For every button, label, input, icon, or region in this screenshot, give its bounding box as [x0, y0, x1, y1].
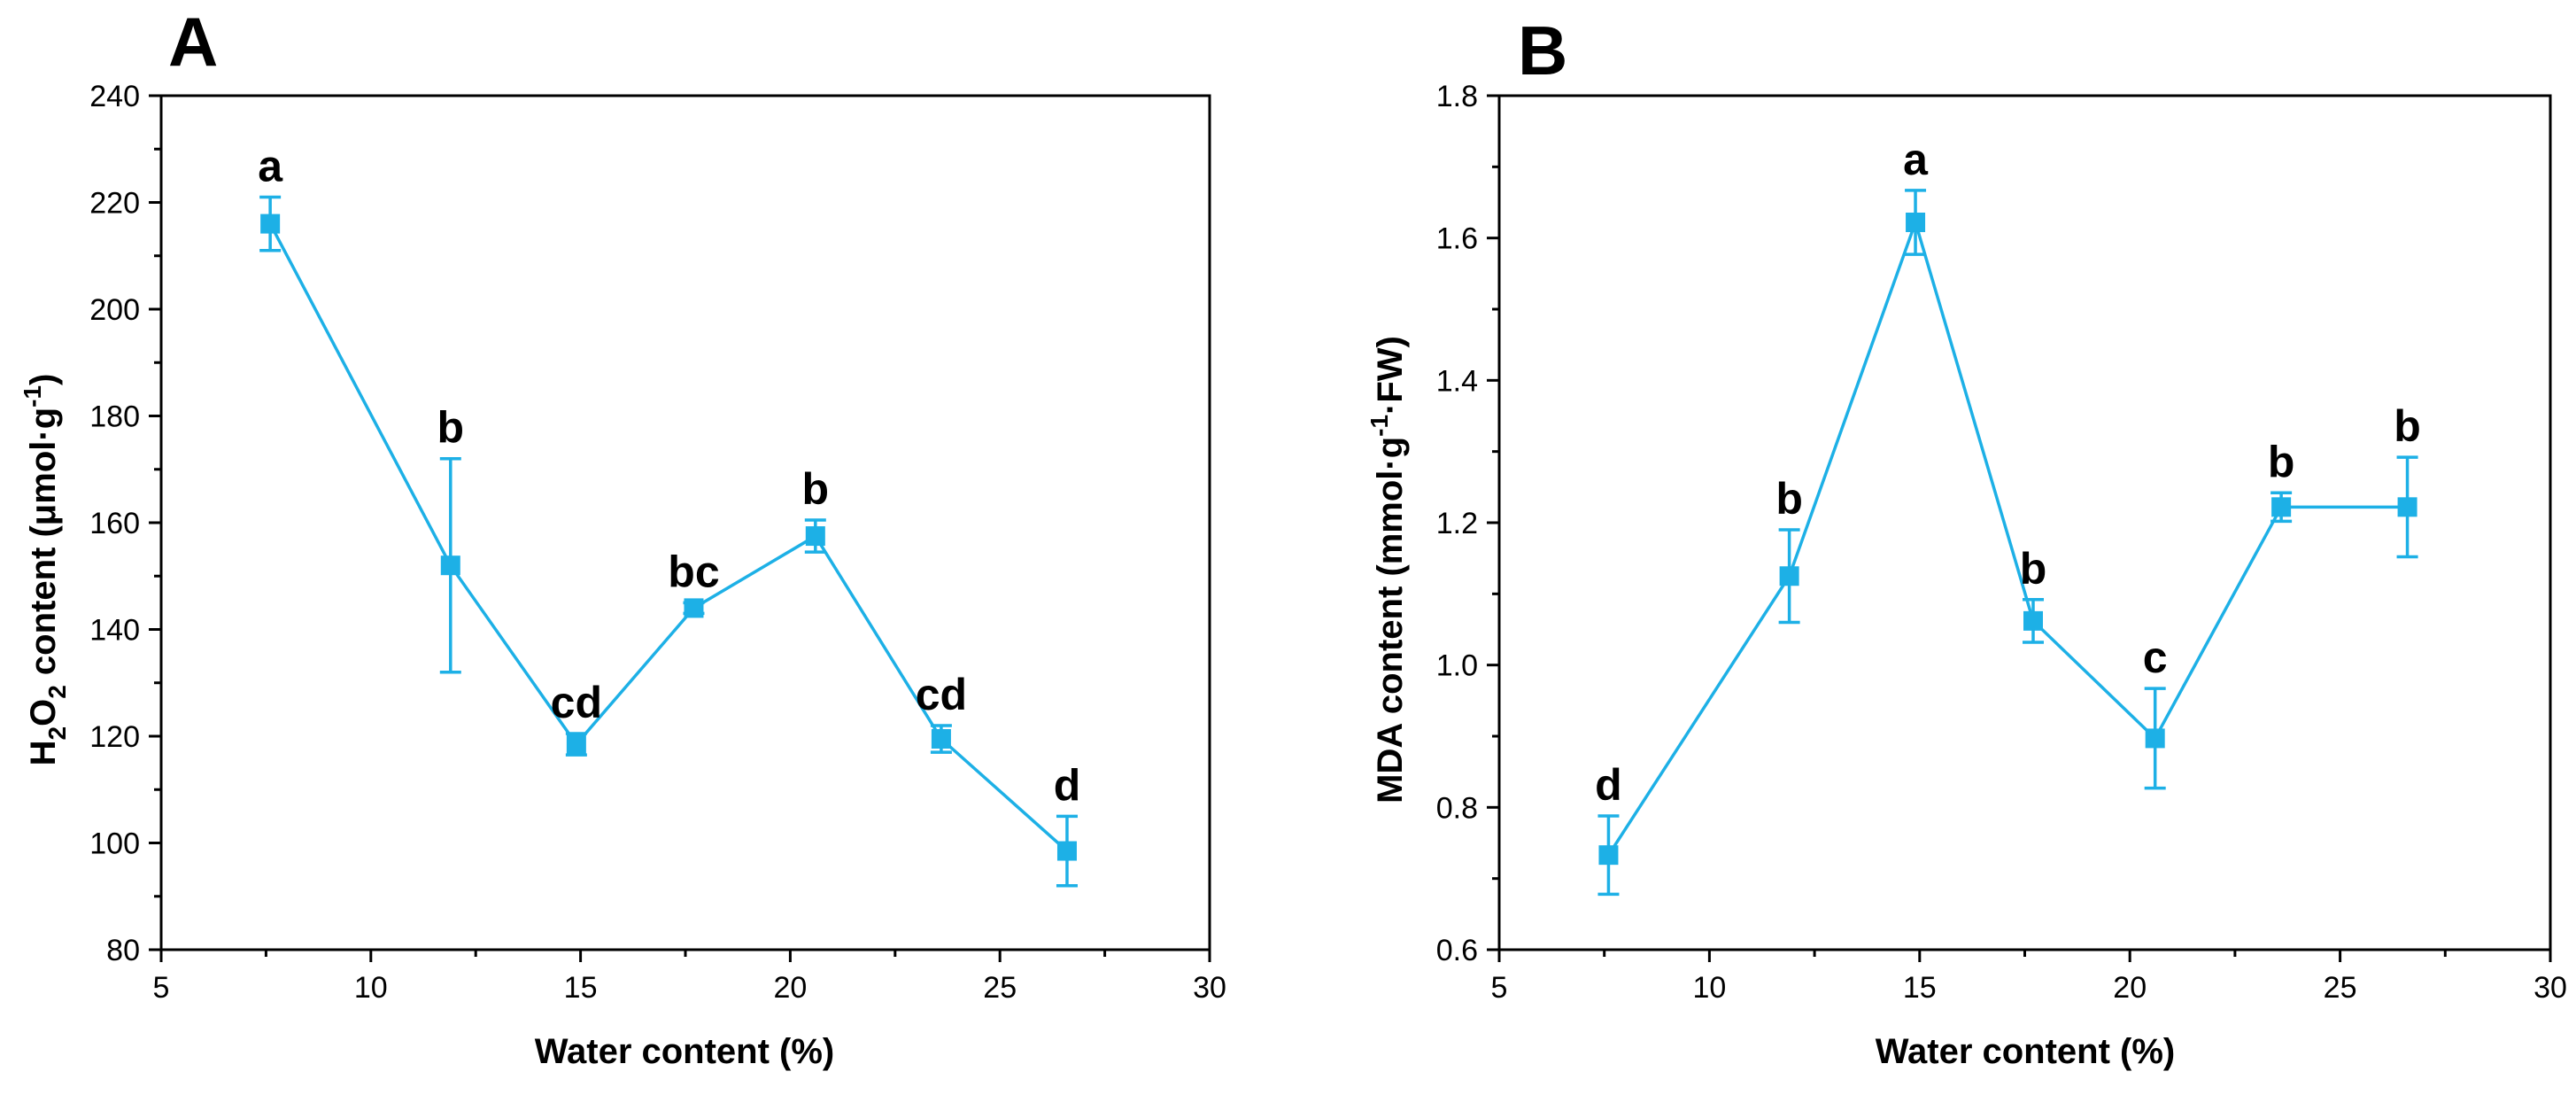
x-tick-label-pa: 5: [153, 971, 170, 1005]
x-tick-label-pb: 25: [2324, 971, 2357, 1005]
data-point-pa: [440, 555, 460, 576]
significance-label-pa: b: [437, 403, 465, 453]
y-title-b-sup: -1: [1365, 415, 1393, 437]
data-point-pa: [684, 598, 704, 618]
data-point-pb: [2023, 610, 2043, 631]
plot-area-a: 5 10 15 20 25 3080100120140160180200220240abc…: [89, 80, 1226, 1005]
plot-frame-pa: [159, 94, 1211, 951]
x-tick-label-pa: 25: [983, 971, 1017, 1005]
significance-label-pb: c: [2143, 633, 2168, 682]
significance-label-pa: cd: [916, 670, 967, 719]
x-tick-label-pb: 20: [2113, 971, 2147, 1005]
panel-b: B 5 10 15 20 25 30 0.6 0.8 1.0 1.2 1.4 1.6 1.8 d b a b c b…: [1365, 12, 2567, 1071]
y-tick-label-pb: 1.8: [1436, 80, 1478, 113]
y-tick-label-pa: 140: [89, 614, 140, 648]
y-tick-label-pb: 0.6: [1436, 934, 1478, 967]
data-point-pb: [1779, 566, 1799, 586]
y-tick-label-pa: 80: [106, 934, 140, 967]
y-tick-label-pa: 160: [89, 507, 140, 540]
x-tick-label-pa: 30: [1193, 971, 1226, 1005]
significance-label-pb: b: [2394, 401, 2421, 451]
y-tick-label-pb: 1.2: [1436, 507, 1478, 540]
y-title-o: O: [24, 699, 63, 726]
y-title-h: H: [24, 740, 63, 765]
y-tick-label-pa: 200: [89, 293, 140, 327]
y-title-b-rest: MDA content (mmol·g: [1371, 437, 1410, 804]
data-point-pb: [2145, 728, 2165, 749]
y-tick-label-pb: 1.4: [1436, 364, 1478, 398]
significance-label-pb: d: [1595, 760, 1622, 810]
x-axis-title-a: Water content (%): [535, 1032, 835, 1071]
series-line-pb: [1606, 217, 2408, 857]
plot-frame-pb: [1497, 94, 2552, 951]
data-point-pa: [805, 526, 825, 547]
x-tick-label-pa: 20: [773, 971, 807, 1005]
data-point-pa: [1056, 841, 1077, 861]
data-point-pb: [2397, 497, 2417, 517]
significance-label-pa: a: [258, 141, 283, 190]
data-point-pa: [566, 734, 586, 755]
x-tick-label-pa: 10: [354, 971, 388, 1005]
y-title-sub1: 2: [43, 726, 71, 741]
y-tick-label-pb: 1.0: [1436, 649, 1478, 683]
x-axis-title-b: Water content (%): [1876, 1032, 2176, 1071]
series-line-pa: [268, 222, 1069, 852]
x-tick-label-pa: 15: [564, 971, 598, 1005]
y-tick-label-pb: 1.6: [1436, 222, 1478, 256]
data-point-pb: [2271, 497, 2292, 517]
panel-a: A 5 10 15 20 25 30 80 100 120 140 160 180 200 220 240 a…: [19, 3, 1226, 1071]
x-tick-label-pb: 30: [2533, 971, 2567, 1005]
y-tick-label-pa: 180: [89, 400, 140, 434]
y-title-rest: content (μmol·g: [24, 408, 63, 685]
significance-label-pb: a: [1903, 135, 1929, 184]
y-title-b-end: ·FW): [1371, 336, 1410, 415]
significance-label-pb: b: [2268, 437, 2295, 486]
y-tick-label-pb: 0.8: [1436, 791, 1478, 825]
data-point-pb: [1598, 845, 1619, 866]
y-tick-label-pa: 240: [89, 80, 140, 113]
y-axis-title-a: H2O2 content (μmol·g-1): [19, 374, 71, 766]
significance-label-pa: b: [802, 464, 830, 514]
x-tick-label-pb: 15: [1903, 971, 1937, 1005]
significance-label-pb: b: [1775, 474, 1803, 524]
y-axis-title-b: MDA content (mmol·g-1·FW): [1365, 336, 1410, 804]
x-tick-label-pb: 5: [1491, 971, 1508, 1005]
y-tick-label-pa: 100: [89, 827, 140, 861]
data-point-pa: [931, 729, 951, 749]
y-title-sub2: 2: [43, 685, 71, 699]
significance-label-pa: cd: [551, 678, 602, 727]
plot-area-b: 5 10 15 20 25 30 0.6 0.8 1.0 1.2 1.4 1.6 1.8 d b a b c b b: [1436, 80, 2567, 1005]
y-tick-label-pa: 120: [89, 720, 140, 754]
x-tick-label-pb: 10: [1692, 971, 1726, 1005]
data-point-pa: [260, 214, 281, 234]
significance-label-pa: d: [1054, 760, 1081, 810]
data-point-pb: [1906, 212, 1926, 232]
y-tick-label-pa: 220: [89, 187, 140, 221]
y-title-sup: -1: [19, 385, 46, 408]
significance-label-pb: b: [2020, 544, 2047, 594]
panel-label-b: B: [1518, 12, 1567, 89]
panel-label-a: A: [168, 3, 218, 81]
significance-label-pa: bc: [668, 547, 719, 596]
y-title-end: ): [24, 374, 63, 385]
